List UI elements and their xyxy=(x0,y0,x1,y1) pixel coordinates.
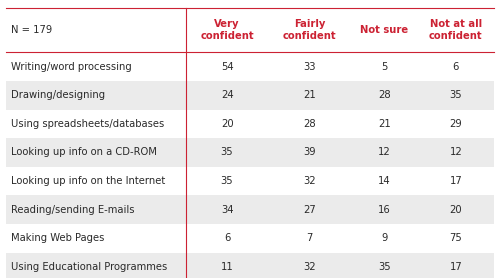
Text: 7: 7 xyxy=(306,234,312,243)
Text: Using spreadsheets/databases: Using spreadsheets/databases xyxy=(11,119,164,129)
Text: 33: 33 xyxy=(304,62,316,71)
Bar xyxy=(6,195,494,224)
Text: 16: 16 xyxy=(378,205,390,215)
Text: Writing/word processing: Writing/word processing xyxy=(11,62,132,71)
Text: 54: 54 xyxy=(221,62,234,71)
Text: 14: 14 xyxy=(378,176,390,186)
Text: Not at all
confident: Not at all confident xyxy=(429,19,482,41)
Text: Using Educational Programmes: Using Educational Programmes xyxy=(11,262,167,272)
Text: 32: 32 xyxy=(303,262,316,272)
Text: 28: 28 xyxy=(378,90,390,100)
Text: 39: 39 xyxy=(303,148,316,157)
Bar xyxy=(6,253,494,278)
Text: Very
confident: Very confident xyxy=(200,19,254,41)
Text: 35: 35 xyxy=(450,90,462,100)
Text: 35: 35 xyxy=(221,176,234,186)
Text: N = 179: N = 179 xyxy=(11,25,52,35)
Text: Fairly
confident: Fairly confident xyxy=(282,19,337,41)
Text: 9: 9 xyxy=(381,234,388,243)
Text: 11: 11 xyxy=(220,262,234,272)
Text: 35: 35 xyxy=(221,148,234,157)
Text: 28: 28 xyxy=(303,119,316,129)
Bar xyxy=(6,81,494,110)
Text: Reading/sending E-mails: Reading/sending E-mails xyxy=(11,205,134,215)
Text: Drawing/designing: Drawing/designing xyxy=(11,90,105,100)
Text: 21: 21 xyxy=(378,119,390,129)
Text: 35: 35 xyxy=(378,262,390,272)
Text: 27: 27 xyxy=(303,205,316,215)
Text: Not sure: Not sure xyxy=(360,25,408,35)
Text: 12: 12 xyxy=(378,148,390,157)
Text: 32: 32 xyxy=(303,176,316,186)
Text: Looking up info on the Internet: Looking up info on the Internet xyxy=(11,176,165,186)
Text: Making Web Pages: Making Web Pages xyxy=(11,234,104,243)
Text: 17: 17 xyxy=(450,262,462,272)
Text: 5: 5 xyxy=(381,62,388,71)
Text: 17: 17 xyxy=(450,176,462,186)
Text: 6: 6 xyxy=(224,234,230,243)
Text: 29: 29 xyxy=(450,119,462,129)
Text: Looking up info on a CD-ROM: Looking up info on a CD-ROM xyxy=(11,148,157,157)
Text: 20: 20 xyxy=(450,205,462,215)
Text: 12: 12 xyxy=(450,148,462,157)
Text: 21: 21 xyxy=(303,90,316,100)
Bar xyxy=(6,138,494,167)
Text: 20: 20 xyxy=(221,119,234,129)
Text: 6: 6 xyxy=(452,62,459,71)
Text: 34: 34 xyxy=(221,205,234,215)
Text: 75: 75 xyxy=(450,234,462,243)
Text: 24: 24 xyxy=(221,90,234,100)
